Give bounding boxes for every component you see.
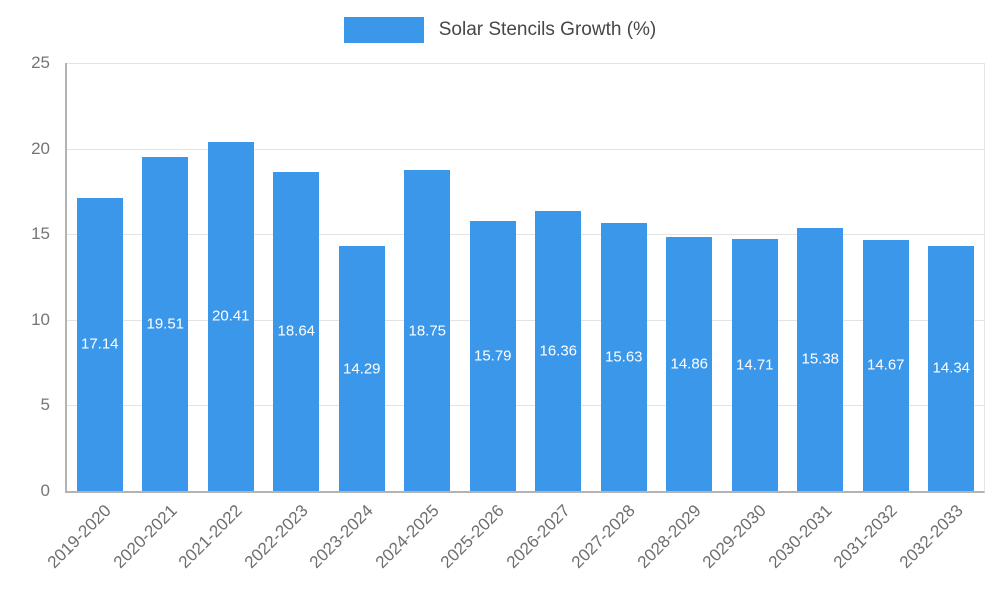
bar: 15.79 xyxy=(469,220,516,491)
x-tick-label: 2026-2027 xyxy=(502,501,574,572)
y-tick-label: 5 xyxy=(40,395,50,415)
gridline xyxy=(67,405,984,407)
x-tick-label: 2019-2020 xyxy=(44,501,116,572)
legend-swatch xyxy=(343,17,424,43)
x-tick-label: 2020-2021 xyxy=(109,501,181,572)
legend: Solar Stencils Growth (%) xyxy=(0,17,1000,43)
bar: 14.86 xyxy=(666,236,713,491)
x-tick-label: 2023-2024 xyxy=(306,501,378,572)
gridline xyxy=(67,234,984,236)
x-tick-label: 2029-2030 xyxy=(699,501,771,572)
bar-value-label: 14.67 xyxy=(866,356,905,374)
bar-value-label: 19.51 xyxy=(146,315,185,333)
gridline xyxy=(67,63,984,64)
y-tick-label: 10 xyxy=(31,309,50,329)
bar-value-label: 18.64 xyxy=(277,322,316,340)
bar: 17.14 xyxy=(76,197,123,491)
x-tick-label: 2028-2029 xyxy=(633,501,705,572)
bar-value-label: 15.79 xyxy=(473,347,512,365)
x-tick-label: 2022-2023 xyxy=(240,501,312,572)
bar-value-label: 20.41 xyxy=(211,307,250,325)
gridline xyxy=(67,319,984,321)
bar-value-label: 17.14 xyxy=(80,335,119,353)
bar: 15.63 xyxy=(600,223,647,491)
bar-value-label: 14.86 xyxy=(670,355,709,373)
bar: 19.51 xyxy=(142,157,189,491)
bar: 14.67 xyxy=(862,239,909,491)
bar-value-label: 14.71 xyxy=(735,356,774,374)
x-tick-label: 2024-2025 xyxy=(371,501,443,572)
y-tick-label: 25 xyxy=(31,53,50,72)
x-tick-label: 2030-2031 xyxy=(764,501,836,572)
bar: 20.41 xyxy=(207,141,254,491)
bar: 14.29 xyxy=(338,246,385,491)
bar: 14.34 xyxy=(928,245,975,491)
bar-value-label: 18.75 xyxy=(408,322,447,339)
x-tick-label: 2027-2028 xyxy=(568,501,640,572)
y-tick-label: 0 xyxy=(40,481,50,500)
x-tick-label: 2025-2026 xyxy=(437,501,509,572)
gridline xyxy=(67,148,984,150)
bar-value-label: 15.38 xyxy=(801,350,840,368)
bar: 14.71 xyxy=(731,239,778,491)
plot-area: 17.14 19.51 20.41 18.64 14.29 18.75 15.79 16.36… xyxy=(65,63,985,493)
bar-value-label: 14.34 xyxy=(932,359,971,377)
x-tick-label: 2021-2022 xyxy=(175,501,247,572)
x-tick-label: 2031-2032 xyxy=(830,501,902,572)
bar-value-label: 15.63 xyxy=(604,348,643,366)
y-tick-label: 15 xyxy=(31,224,50,244)
bar: 16.36 xyxy=(535,210,582,491)
bar: 15.38 xyxy=(797,227,844,491)
bar-value-label: 16.36 xyxy=(539,342,578,360)
bar-value-label: 14.29 xyxy=(342,360,381,378)
y-tick-label: 20 xyxy=(31,138,50,158)
bar: 18.75 xyxy=(404,170,451,491)
x-tick-label: 2032-2033 xyxy=(895,501,967,572)
bar: 18.64 xyxy=(273,171,320,491)
chart-title: Solar Stencils Growth (%) xyxy=(438,19,657,40)
